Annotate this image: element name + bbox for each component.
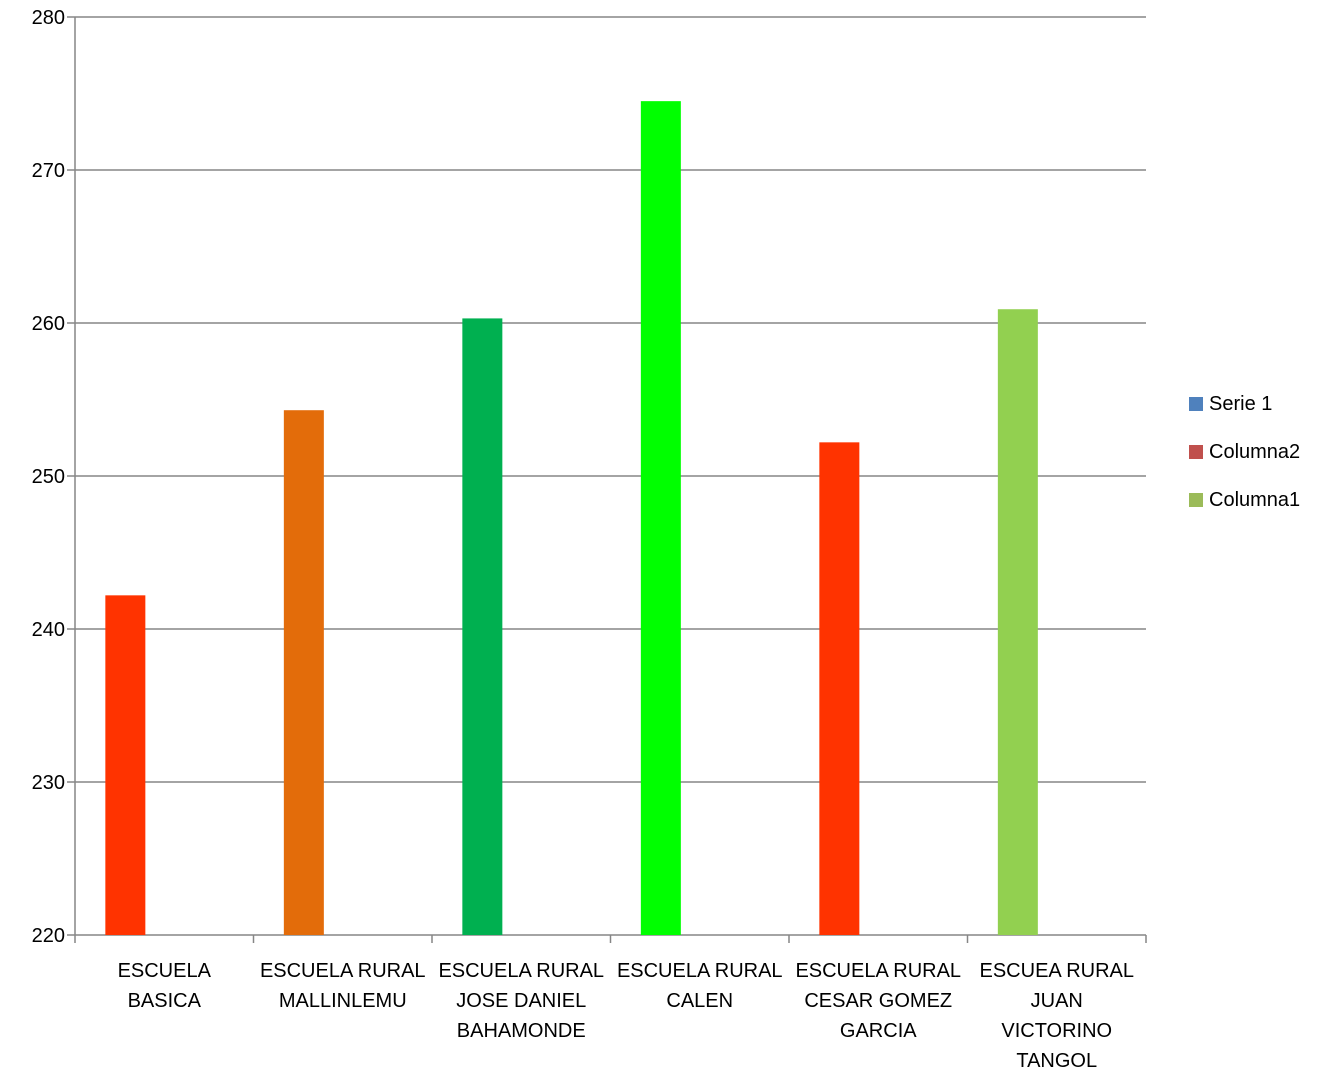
x-category-label-line: ESCUELA — [118, 960, 212, 982]
y-tick-label: 260 — [32, 313, 65, 335]
x-category-label-line: TANGOL — [1016, 1050, 1097, 1072]
x-category-label-line: ESCUELA RURAL — [795, 960, 961, 982]
x-category-label-line: ESCUELA RURAL — [260, 960, 426, 982]
y-tick-label: 240 — [32, 619, 65, 641]
x-category-label: ESCUELA RURAL JOSE DANIEL BAHAMONDE — [438, 960, 604, 1042]
x-category-label: ESCUELA RURAL MALLINLEMU — [260, 960, 426, 1012]
x-category-label: ESCUELA RURAL CALEN — [617, 960, 783, 1012]
x-category-label: ESCUELA RURAL CESAR GOMEZ GARCIA — [795, 960, 961, 1042]
legend-item: Serie 1 — [1189, 388, 1300, 420]
legend-item: Columna2 — [1189, 436, 1300, 468]
y-axis-tick-labels: 220 230 240 250 260 270 280 — [32, 7, 65, 947]
legend-swatch — [1189, 445, 1203, 459]
bar — [462, 318, 503, 935]
x-category-label-line: CESAR GOMEZ — [804, 990, 952, 1012]
y-tick-label: 220 — [32, 925, 65, 947]
x-category-label-line: MALLINLEMU — [279, 990, 407, 1012]
bar — [105, 595, 146, 935]
legend-swatch — [1189, 493, 1203, 507]
bar — [819, 442, 860, 935]
gridlines — [75, 16, 1146, 783]
x-category-label-line: BASICA — [128, 990, 202, 1012]
legend-swatch — [1189, 397, 1203, 411]
y-tick-label: 270 — [32, 160, 65, 182]
x-category-label-line: ESCUELA RURAL — [438, 960, 604, 982]
bars — [105, 101, 1038, 936]
x-category-label-line: JUAN — [1031, 990, 1083, 1012]
x-category-label-line: ESCUEA RURAL — [980, 960, 1135, 982]
y-tick-label: 250 — [32, 466, 65, 488]
legend-label: Serie 1 — [1209, 392, 1273, 415]
bar — [640, 101, 681, 935]
x-category-label-line: ESCUELA RURAL — [617, 960, 783, 982]
legend-label: Columna2 — [1209, 440, 1301, 463]
legend-item: Columna1 — [1189, 484, 1300, 516]
x-category-label-line: GARCIA — [840, 1020, 917, 1042]
y-tick-label: 230 — [32, 772, 65, 794]
axes — [67, 16, 1147, 943]
x-category-label-line: JOSE DANIEL — [456, 990, 586, 1012]
x-category-label-line: BAHAMONDE — [457, 1020, 586, 1042]
bar — [283, 410, 324, 936]
x-category-label: ESCUELA BASICA — [118, 960, 212, 1012]
x-category-label-line: CALEN — [666, 990, 733, 1012]
legend-label: Columna1 — [1209, 488, 1301, 511]
y-tick-label: 280 — [32, 7, 65, 29]
x-category-label-line: VICTORINO — [1001, 1020, 1112, 1042]
legend: Serie 1 Columna2 Columna1 — [1189, 388, 1300, 532]
x-category-label: ESCUEA RURAL JUAN VICTORINO TANGOL — [980, 960, 1135, 1072]
bar — [997, 309, 1038, 936]
